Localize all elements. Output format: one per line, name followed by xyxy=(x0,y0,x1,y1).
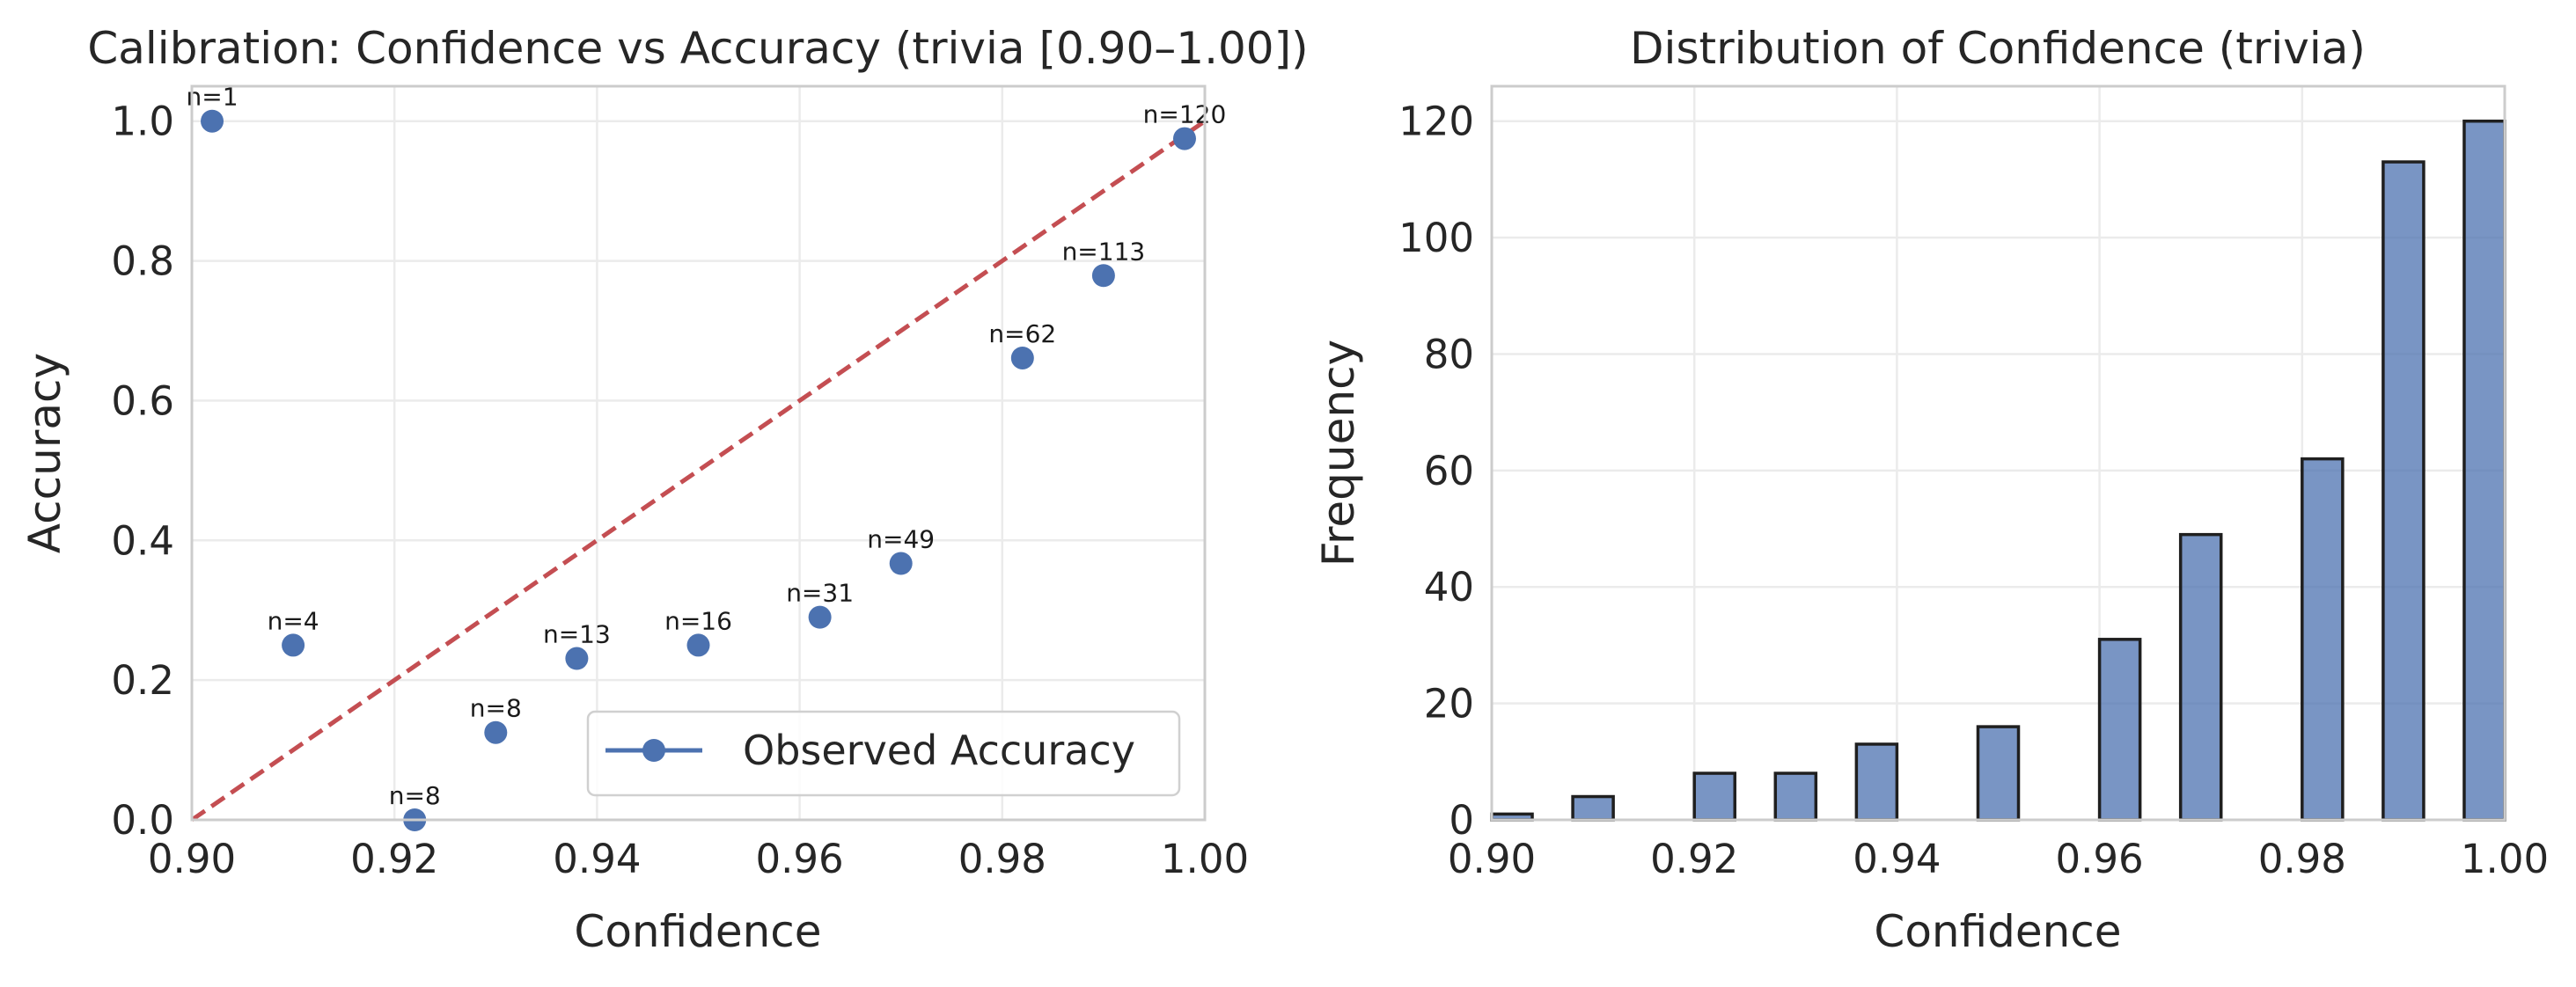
histogram-bar xyxy=(1976,725,2021,822)
legend-marker xyxy=(642,739,665,762)
confidence-histogram: 0.90 0.92 0.94 0.96 0.98 1.00 0 20 40 60 80 100 120 D… xyxy=(1313,23,2549,957)
y-tick-label: 0.6 xyxy=(111,377,174,424)
data-point xyxy=(565,647,589,670)
x-tick-label: 0.90 xyxy=(1448,836,1536,882)
point-count-label: n=120 xyxy=(1143,100,1227,129)
histogram-bar xyxy=(2382,160,2426,822)
x-tick-label: 0.98 xyxy=(958,836,1046,882)
data-point xyxy=(808,605,832,629)
legend-box xyxy=(586,710,1181,797)
data-point xyxy=(686,633,710,657)
histogram-bar xyxy=(1571,794,1615,822)
y-tick-label: 100 xyxy=(1398,215,1474,261)
histogram-bar xyxy=(1692,771,1736,822)
x-axis-label: Confidence xyxy=(574,906,821,957)
y-tick-label: 1.0 xyxy=(111,99,174,145)
legend-label: Observed Accuracy xyxy=(743,727,1135,774)
axes-frame xyxy=(1490,84,2506,822)
perfect-calibration-line xyxy=(190,119,1207,822)
chart-title: Calibration: Confidence vs Accuracy (tri… xyxy=(87,23,1308,74)
point-count-label: n=31 xyxy=(786,579,854,608)
y-tick-label: 0.4 xyxy=(111,517,174,564)
data-point xyxy=(1172,127,1196,150)
x-tick-label: 0.96 xyxy=(2055,836,2143,882)
x-tick-label: 1.00 xyxy=(2461,836,2549,882)
histogram-bar xyxy=(1773,771,1818,822)
histogram-bar xyxy=(2097,638,2142,822)
y-tick-label: 0 xyxy=(1449,797,1474,844)
histogram-bar xyxy=(2462,119,2506,822)
point-count-label: n=8 xyxy=(389,781,441,810)
histogram-bar xyxy=(1854,742,1899,822)
plot-area xyxy=(1492,86,2505,820)
y-tick-label: 120 xyxy=(1398,99,1474,145)
x-axis-label: Confidence xyxy=(1874,906,2121,957)
data-point xyxy=(201,109,224,133)
point-count-label: n=62 xyxy=(988,319,1056,348)
x-tick-label: 0.92 xyxy=(350,836,438,882)
x-tick-label: 0.92 xyxy=(1650,836,1738,882)
legend: Observed Accuracy xyxy=(586,710,1181,797)
x-tick-label: 1.00 xyxy=(1161,836,1249,882)
y-tick-label: 0.0 xyxy=(111,797,174,844)
axes-frame xyxy=(190,84,1207,822)
x-tick-label: 0.98 xyxy=(2258,836,2346,882)
y-tick-label: 80 xyxy=(1424,331,1474,377)
y-axis-label: Accuracy xyxy=(19,353,70,553)
point-count-label: n=16 xyxy=(664,606,732,635)
y-tick-label: 40 xyxy=(1424,564,1474,610)
point-count-label: n=4 xyxy=(268,606,319,635)
data-point xyxy=(484,720,508,744)
x-tick-label: 0.94 xyxy=(1853,836,1941,882)
data-point xyxy=(1091,264,1115,288)
histogram-bar xyxy=(2301,457,2345,822)
data-point xyxy=(889,552,913,575)
histogram-bar xyxy=(2178,532,2223,822)
y-tick-label: 60 xyxy=(1424,448,1474,494)
y-tick-label: 0.2 xyxy=(111,657,174,704)
y-tick-label: 20 xyxy=(1424,681,1474,727)
x-tick-label: 0.94 xyxy=(553,836,641,882)
chart-title: Distribution of Confidence (trivia) xyxy=(1630,23,2366,74)
point-count-label: n=13 xyxy=(543,620,611,649)
point-count-label: n=113 xyxy=(1062,237,1146,266)
plot-area xyxy=(192,86,1205,820)
calibration-chart: 0.90 0.92 0.94 0.96 0.98 1.00 0.0 0.2 0.4 0.6 0.8 1… xyxy=(19,23,1309,957)
data-point xyxy=(282,633,305,657)
data-point xyxy=(1010,346,1034,369)
y-axis-label: Frequency xyxy=(1313,340,1364,567)
x-tick-label: 0.90 xyxy=(148,836,236,882)
y-tick-label: 0.8 xyxy=(111,238,174,285)
point-count-label: n=8 xyxy=(470,694,522,723)
point-count-label: n=49 xyxy=(867,524,935,553)
x-tick-label: 0.96 xyxy=(755,836,843,882)
